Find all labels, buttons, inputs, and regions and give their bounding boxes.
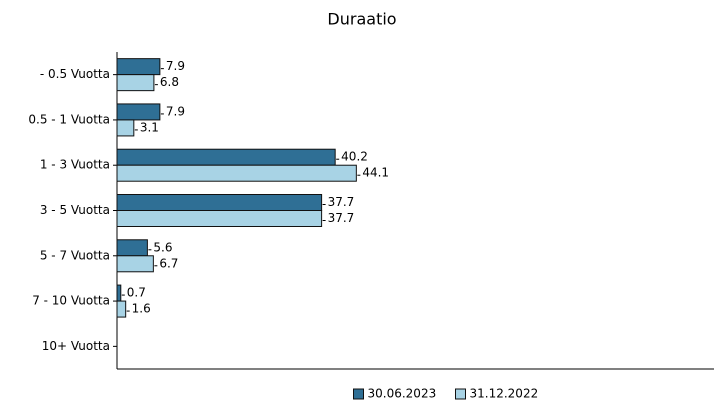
value-label: 5.6 [153,240,172,254]
y-tick-label: 0.5 - 1 Vuotta [28,112,110,126]
bar [116,164,357,182]
value-label: 6.8 [160,75,179,89]
bar [116,255,154,273]
value-label: 7.9 [166,104,185,118]
value-label: 0.7 [127,286,146,300]
value-label: 40.2 [341,150,368,164]
value-label: 37.7 [328,195,355,209]
legend-swatch [455,388,466,400]
bar [116,194,323,211]
bar [116,119,135,137]
value-label: 7.9 [166,59,185,73]
bar [116,284,122,302]
y-tick-label: 1 - 3 Vuotta [40,158,110,172]
legend-label: 30.06.2023 [368,387,437,401]
bar [116,103,161,121]
value-label: 3.1 [140,120,159,134]
chart-title: Duraatio [327,10,396,29]
value-label: 44.1 [362,166,389,180]
bar [116,58,161,76]
legend-swatch [353,388,364,400]
bar [116,210,323,227]
y-tick-label: - 0.5 Vuotta [40,67,110,81]
bar [116,148,336,166]
y-tick-label: 3 - 5 Vuotta [40,203,110,217]
value-label: 37.7 [328,211,355,225]
bar [116,300,127,318]
legend-label: 31.12.2022 [470,387,539,401]
value-label: 6.7 [159,256,178,270]
bar [116,239,148,257]
y-tick-label: 10+ Vuotta [42,339,110,353]
bar [116,74,155,92]
y-tick-label: 5 - 7 Vuotta [40,248,110,262]
y-tick-label: 7 - 10 Vuotta [32,294,110,308]
value-label: 1.6 [132,302,151,316]
